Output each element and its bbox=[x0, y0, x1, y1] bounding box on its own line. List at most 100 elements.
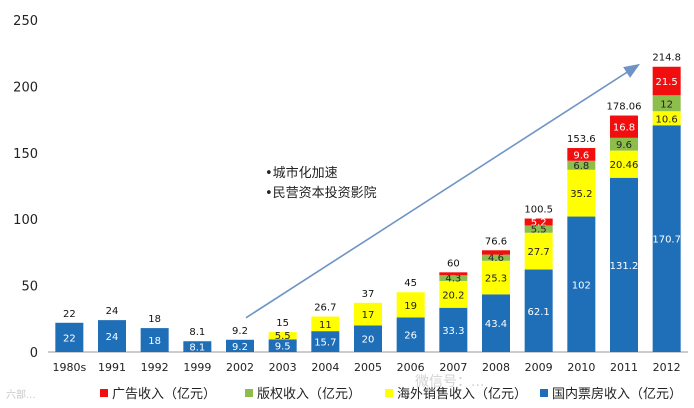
advertising-segment bbox=[652, 66, 681, 96]
total-value-label: 15 bbox=[276, 318, 289, 329]
y-tick-label: 100 bbox=[13, 213, 38, 228]
segment-value-label: 4.3 bbox=[445, 274, 461, 285]
copyright-segment bbox=[567, 160, 596, 170]
annotation-private-capital: •民营资本投资影院 bbox=[265, 185, 377, 201]
x-tick-label: 2010 bbox=[567, 361, 595, 374]
x-tick-label: 2002 bbox=[226, 361, 254, 374]
segment-value-label: 24 bbox=[106, 332, 119, 343]
legend-swatch bbox=[385, 389, 393, 397]
x-tick-label: 1980s bbox=[52, 361, 86, 374]
total-value-label: 76.6 bbox=[485, 236, 507, 247]
total-value-label: 24 bbox=[106, 306, 119, 317]
segment-value-label: 17 bbox=[362, 310, 375, 321]
segment-value-label: 6.8 bbox=[573, 161, 589, 172]
total-value-label: 100.5 bbox=[524, 205, 553, 216]
total-value-label: 22 bbox=[63, 309, 76, 320]
segment-value-label: 20.46 bbox=[610, 160, 639, 171]
domestic-box-office-segment bbox=[482, 294, 510, 352]
segment-value-label: 21.5 bbox=[656, 77, 678, 88]
x-tick-label: 2003 bbox=[269, 361, 297, 374]
segment-value-label: 9.2 bbox=[232, 342, 248, 353]
domestic-box-office-segment bbox=[439, 307, 468, 352]
x-tick-label: 2004 bbox=[311, 361, 339, 374]
legend-label: 广告收入（亿元） bbox=[112, 387, 216, 402]
segment-value-label: 20 bbox=[362, 335, 375, 346]
advertising-segment bbox=[567, 148, 596, 161]
domestic-box-office-segment bbox=[354, 325, 382, 352]
domestic-box-office-segment bbox=[98, 320, 126, 352]
y-tick-label: 200 bbox=[13, 80, 38, 95]
segment-value-label: 102 bbox=[572, 280, 591, 291]
total-value-label: 214.8 bbox=[652, 53, 681, 64]
y-tick-label: 50 bbox=[21, 280, 38, 295]
segment-value-label: 9.5 bbox=[275, 342, 291, 353]
x-tick-label: 2011 bbox=[610, 361, 638, 374]
trend-arrow bbox=[245, 63, 641, 319]
watermark-left: 六部... bbox=[6, 388, 36, 401]
total-value-label: 178.06 bbox=[607, 102, 642, 113]
overseas-sales-segment bbox=[396, 292, 425, 318]
x-tick-label: 2008 bbox=[482, 361, 510, 374]
segment-value-label: 19 bbox=[404, 301, 417, 312]
total-value-label: 9.2 bbox=[232, 326, 248, 337]
y-tick-label: 150 bbox=[13, 147, 38, 162]
total-value-label: 153.6 bbox=[567, 134, 596, 145]
segment-value-label: 26 bbox=[404, 331, 417, 342]
legend-label: 版权收入（亿元） bbox=[257, 386, 361, 402]
x-tick-label: 1999 bbox=[183, 361, 211, 374]
overseas-sales-segment bbox=[268, 332, 297, 340]
segment-value-label: 62.1 bbox=[528, 307, 550, 318]
domestic-box-office-segment bbox=[55, 322, 84, 352]
advertising-segment bbox=[610, 115, 638, 138]
x-tick-label: 1992 bbox=[141, 361, 169, 374]
bar-stacks: 2222242418188.18.19.29.29.55.51515.71126… bbox=[55, 53, 681, 354]
total-value-label: 26.7 bbox=[314, 303, 336, 314]
overseas-sales-segment bbox=[354, 302, 382, 326]
segment-value-label: 5.2 bbox=[531, 217, 547, 228]
total-value-label: 60 bbox=[447, 258, 460, 269]
legend-swatch bbox=[245, 389, 253, 397]
segment-value-label: 20.2 bbox=[442, 290, 464, 301]
legend: 广告收入（亿元） 版权收入（亿元） 海外销售收入（亿元） 国内票房收入（亿元） 六部..… bbox=[6, 374, 682, 402]
total-value-label: 8.1 bbox=[189, 327, 205, 338]
overseas-sales-segment bbox=[482, 260, 510, 295]
segment-value-label: 18 bbox=[148, 336, 161, 347]
domestic-box-office-segment bbox=[610, 177, 638, 352]
domestic-box-office-segment bbox=[268, 339, 297, 352]
segment-value-label: 25.3 bbox=[485, 274, 507, 285]
domestic-box-office-segment bbox=[183, 341, 212, 352]
copyright-segment bbox=[524, 225, 553, 233]
segment-value-label: 9.6 bbox=[573, 150, 589, 161]
advertising-segment bbox=[524, 218, 553, 226]
domestic-box-office-segment bbox=[652, 125, 681, 353]
copyright-segment bbox=[610, 137, 638, 151]
segment-value-label: 4.6 bbox=[488, 253, 504, 264]
overseas-sales-segment bbox=[524, 232, 553, 270]
segment-value-label: 11 bbox=[319, 320, 332, 331]
x-tick-label: 2007 bbox=[439, 361, 467, 374]
overseas-sales-segment bbox=[652, 111, 681, 126]
advertising-segment bbox=[482, 250, 510, 255]
total-value-label: 18 bbox=[148, 314, 161, 325]
y-tick-label: 250 bbox=[13, 14, 38, 29]
legend-swatch bbox=[540, 389, 548, 397]
x-tick-label: 2005 bbox=[354, 361, 382, 374]
segment-value-label: 43.4 bbox=[485, 319, 507, 330]
segment-value-label: 16.8 bbox=[613, 123, 635, 134]
legend-label: 海外销售收入（亿元） bbox=[397, 386, 527, 402]
y-axis: 0 50 100 150 200 250 bbox=[13, 14, 38, 361]
domestic-box-office-segment bbox=[311, 331, 340, 352]
segment-value-label: 5.5 bbox=[531, 225, 547, 236]
x-tick-label: 2006 bbox=[397, 361, 425, 374]
overseas-sales-segment bbox=[610, 150, 638, 178]
copyright-segment bbox=[652, 95, 681, 112]
segment-value-label: 9.6 bbox=[616, 140, 632, 151]
x-tick-label: 2012 bbox=[653, 361, 681, 374]
segment-value-label: 8.1 bbox=[189, 343, 205, 354]
legend-label: 国内票房收入（亿元） bbox=[552, 386, 682, 402]
x-tick-label: 2009 bbox=[525, 361, 553, 374]
copyright-segment bbox=[439, 275, 468, 281]
x-tick-label: 1991 bbox=[98, 361, 126, 374]
domestic-box-office-segment bbox=[567, 216, 596, 352]
